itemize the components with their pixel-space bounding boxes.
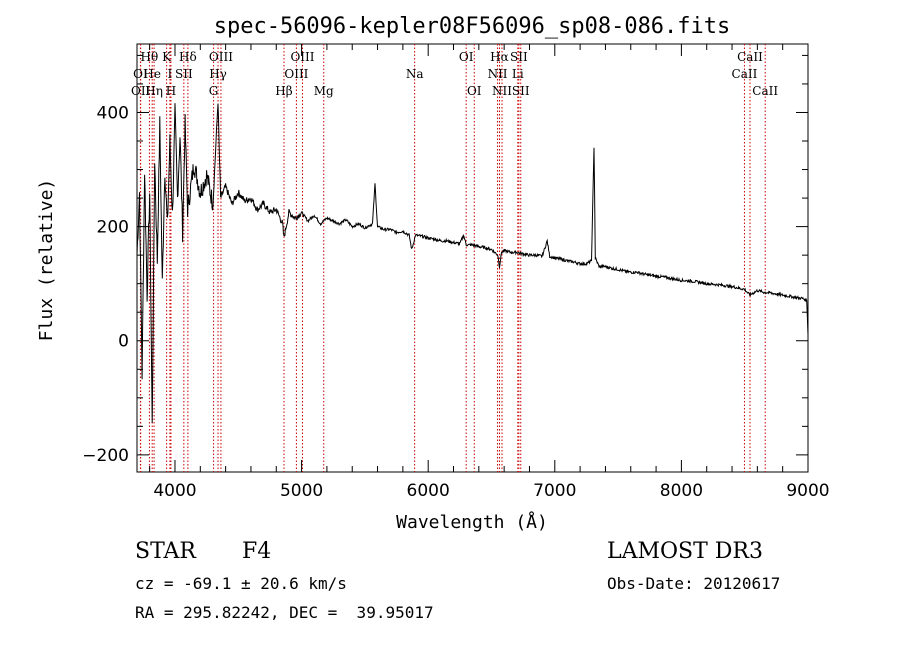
x-tick-label: 8000: [660, 481, 703, 501]
survey-name: LAMOST DR3: [607, 539, 763, 564]
plot-frame: [136, 43, 809, 473]
spectral-line-label: SII: [512, 84, 530, 98]
spectral-line-label: OIII: [290, 50, 314, 64]
spectral-line-label: Mg: [314, 84, 334, 98]
spectral-line-label: Hγ: [209, 67, 227, 81]
spectral-line-label: CaII: [732, 67, 758, 81]
spectral-line-label: OI: [459, 50, 474, 64]
spectral-line-label: NII: [492, 84, 512, 98]
spectral-line-label: NII: [488, 67, 508, 81]
object-subclass: F4: [242, 539, 272, 564]
y-axis-label: Flux (relative): [36, 179, 57, 342]
spectral-line-label: He: [143, 67, 161, 81]
spectral-line-label: G: [209, 84, 219, 98]
spectral-line-label: Li: [512, 67, 524, 81]
x-tick-label: 9000: [786, 481, 829, 501]
spectral-line-label: OIII: [284, 67, 308, 81]
spectral-line-label: CaII: [752, 84, 778, 98]
y-tick-label: 0: [118, 332, 129, 352]
spectral-line-label: Hδ: [179, 50, 197, 64]
spectral-line-label: Hη: [145, 84, 163, 98]
coordinates: RA = 295.82242, DEC = 39.95017: [135, 603, 434, 622]
x-tick-label: 6000: [407, 481, 450, 501]
spectral-line-label: Na: [406, 67, 424, 81]
observation-date: Obs-Date: 20120617: [607, 574, 781, 593]
chart-title: spec-56096-kepler08F56096_sp08-086.fits: [214, 14, 731, 39]
spectral-line-label: OIII: [209, 50, 233, 64]
spectral-line-label: OI: [133, 67, 148, 81]
redshift-velocity: cz = -69.1 ± 20.6 km/s: [135, 574, 347, 593]
spectral-line-label: OII: [131, 84, 151, 98]
spectral-line-label: OI: [467, 84, 482, 98]
x-axis-ticks: 4000 5000 6000 7000 8000 9000: [149, 44, 830, 501]
spectrum-series: [136, 103, 809, 423]
spectral-line-label: Hα: [490, 50, 509, 64]
spectral-line-markers: [139, 44, 766, 472]
spectral-line-label: H: [166, 84, 176, 98]
x-tick-label: 7000: [533, 481, 576, 501]
x-tick-label: 4000: [153, 481, 196, 501]
spectral-line-label: CaII: [737, 50, 763, 64]
spectral-line-label: K: [162, 50, 172, 64]
y-axis-ticks: −200 0 200 400: [82, 54, 808, 466]
spectral-line-label: SII: [175, 67, 193, 81]
spectral-line-label: SII: [510, 50, 528, 64]
spectral-line-label: Hθ: [141, 50, 159, 64]
x-axis-label: Wavelength (Å): [396, 511, 548, 533]
x-tick-label: 5000: [280, 481, 323, 501]
spectral-line-label: Hβ: [275, 84, 292, 98]
object-type: STAR: [135, 539, 196, 564]
plot-area: [136, 43, 809, 473]
spectral-line-label: I: [168, 67, 173, 81]
y-tick-label: 200: [97, 218, 129, 238]
y-tick-label: 400: [97, 103, 129, 123]
y-tick-label: −200: [82, 446, 129, 466]
